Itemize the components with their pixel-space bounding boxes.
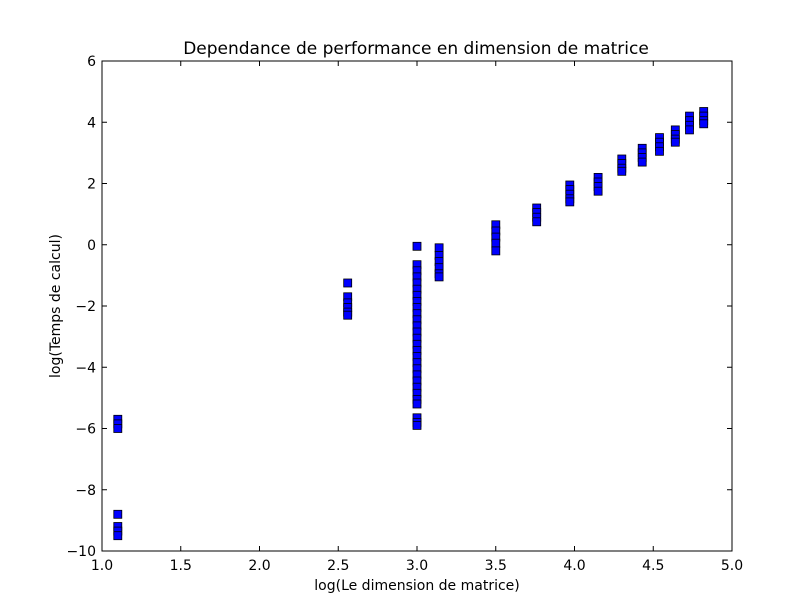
data-point <box>113 424 123 433</box>
x-tick-label: 5.0 <box>721 558 743 574</box>
x-tick-label: 1.0 <box>91 558 113 574</box>
data-point <box>532 217 542 227</box>
data-point <box>113 509 123 519</box>
y-axis-label: log(Temps de calcul) <box>48 234 64 378</box>
data-point <box>699 119 709 129</box>
data-point <box>412 241 422 251</box>
data-points <box>113 107 709 541</box>
data-point <box>670 137 680 147</box>
y-tick-label: −10 <box>66 544 96 560</box>
y-tick-label: 0 <box>87 238 96 254</box>
y-tick-label: 4 <box>87 115 96 131</box>
data-point <box>412 420 422 430</box>
data-point <box>617 166 627 176</box>
data-point <box>655 146 664 156</box>
y-tick-label: 6 <box>87 54 96 70</box>
y-axis-ticks: −10 −8 −6 −4 −2 0 2 4 6 <box>66 54 732 560</box>
data-point <box>434 243 444 253</box>
x-tick-label: 3.5 <box>485 558 507 574</box>
data-point <box>412 399 422 409</box>
data-point <box>434 272 444 282</box>
y-tick-label: −4 <box>75 360 96 376</box>
x-axis-label: log(Le dimension de matrice) <box>314 578 519 594</box>
y-tick-label: 2 <box>87 177 96 193</box>
x-tick-label: 4.5 <box>642 558 664 574</box>
x-tick-label: 3.0 <box>406 558 428 574</box>
data-point <box>637 157 647 167</box>
data-point <box>113 531 123 541</box>
x-tick-label: 2.0 <box>248 558 270 574</box>
data-point <box>491 246 501 256</box>
data-point <box>565 197 575 207</box>
plot-frame <box>101 60 733 552</box>
x-tick-label: 4.0 <box>563 558 585 574</box>
data-point <box>491 238 501 248</box>
data-point <box>343 278 353 288</box>
x-tick-label: 2.5 <box>327 558 349 574</box>
data-point <box>685 125 694 135</box>
chart-title: Dependance de performance en dimension d… <box>183 39 649 59</box>
x-tick-label: 1.5 <box>170 558 192 574</box>
data-point <box>593 186 603 196</box>
y-tick-label: −8 <box>75 483 96 499</box>
y-tick-label: −6 <box>75 422 96 438</box>
data-point <box>343 310 353 320</box>
y-tick-label: −2 <box>75 299 96 315</box>
